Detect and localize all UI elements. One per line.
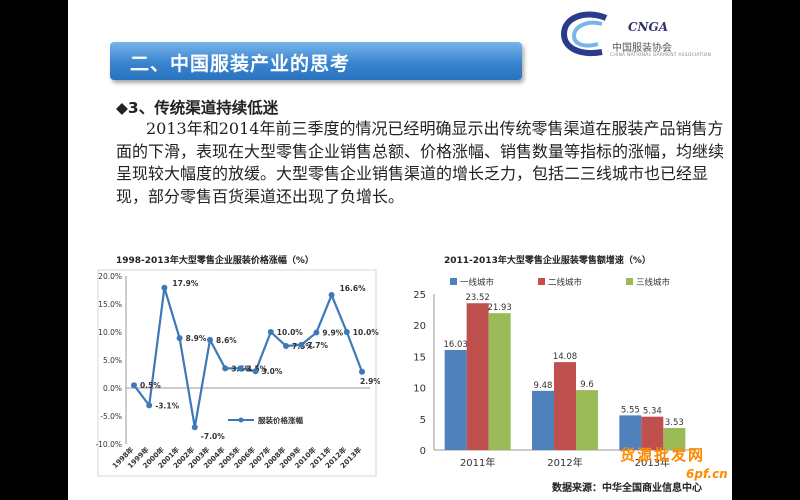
line-chart-y-tick: -5.0% — [100, 412, 122, 421]
bar-chart-legend-swatch — [626, 278, 633, 285]
bar-chart-title: 2011-2013年大型零售企业服装零售额增速（%） — [444, 256, 651, 266]
line-chart-point — [161, 284, 168, 291]
bar-chart-x-tick: 2011年 — [460, 456, 495, 469]
line-chart-data-label: 7.7% — [307, 341, 328, 350]
line-chart-y-tick: -10.0% — [95, 440, 122, 449]
bar-chart-data-label: 5.34 — [643, 407, 662, 417]
logo-name-cn: 中国服装协会 — [612, 43, 672, 54]
line-chart-y-tick: 20.0% — [98, 272, 122, 281]
bar-chart-data-label: 23.52 — [465, 293, 489, 303]
cnga-logo-swoosh-icon — [560, 11, 608, 56]
section-heading: ◆3、传统渠道持续低迷 — [116, 99, 279, 117]
bar-chart-data-label: 14.08 — [553, 352, 577, 362]
data-source: 数据来源：中华全国商业信息中心 — [552, 483, 702, 494]
line-chart-point — [359, 368, 365, 375]
line-chart-point — [313, 329, 320, 336]
line-chart-y-tick: 10.0% — [98, 328, 122, 337]
slide-title: 二、中国服装产业的思考 — [130, 53, 351, 75]
bar-chart-y-tick: 10 — [413, 384, 426, 395]
bar-chart-y-tick: 0 — [420, 446, 426, 457]
body-paragraph: 2013年和2014年前三季度的情况已经明确显示出传统零售渠道在服装产品销售方面… — [116, 119, 725, 206]
watermark-url: 6pf.cn — [686, 467, 728, 481]
line-chart-point — [222, 365, 229, 372]
bar-chart-y-tick: 5 — [420, 415, 426, 426]
line-chart-y-tick: 5.0% — [103, 356, 122, 365]
bar-chart-bar — [488, 313, 511, 450]
bar-chart-bar — [554, 362, 576, 450]
bar-chart-bar — [576, 390, 598, 450]
line-chart-frame — [97, 269, 377, 477]
bar-chart-bar — [466, 303, 489, 450]
bar-chart-legend-swatch — [450, 278, 457, 285]
bar-chart-bar — [619, 415, 642, 450]
line-chart-point — [237, 365, 244, 372]
line-chart-data-label: 8.9% — [186, 334, 207, 343]
slide: 二、中国服装产业的思考 CNGA 中国服装协会 CHINA NATIONAL G… — [68, 0, 732, 500]
line-chart-data-label: -3.1% — [155, 401, 179, 410]
bar-chart-bar — [663, 427, 686, 450]
bar-chart-legend-label: 三线城市 — [636, 277, 671, 288]
logo-name-en: CHINA NATIONAL GARMENT ASSOCIATION — [610, 53, 712, 58]
bar-chart-data-label: 3.53 — [665, 418, 684, 428]
bar-chart-y-tick: 25 — [413, 290, 426, 301]
line-chart-point — [283, 343, 289, 349]
line-chart-series-line — [133, 287, 364, 428]
bar-chart-x-tick: 2012年 — [547, 456, 582, 469]
line-chart-data-label: 2.9% — [360, 377, 380, 386]
bar-chart-bar — [641, 416, 664, 450]
watermark: 货源批发网 — [620, 446, 706, 464]
line-chart-point — [343, 329, 350, 335]
bar-chart-data-label: 16.03 — [443, 340, 467, 350]
line-chart-legend-label: 服装价格涨幅 — [258, 415, 303, 425]
line-chart-point — [191, 424, 198, 431]
line-chart-data-label: 10.0% — [353, 328, 380, 337]
cnga-logo: CNGA 中国服装协会 CHINA NATIONAL GARMENT ASSOC… — [558, 8, 728, 68]
line-chart-point — [207, 336, 213, 343]
line-chart-data-label: 16.6% — [340, 284, 367, 293]
line-chart-point — [267, 329, 274, 335]
line-chart-point — [328, 292, 335, 299]
line-chart-y-tick: 0.0% — [103, 384, 122, 393]
bar-chart-y-tick: 20 — [413, 321, 426, 332]
bar-chart-y-tick: 15 — [413, 352, 426, 363]
line-chart-point — [298, 341, 305, 348]
line-chart-data-label: 9.9% — [322, 329, 343, 338]
line-chart-y-tick: 15.0% — [98, 300, 122, 309]
line-chart-data-label: 8.6% — [216, 336, 237, 345]
bar-chart-bar — [532, 390, 554, 450]
line-chart: 20.0%15.0%10.0%5.0%0.0%-5.0%-10.0%1998年1… — [95, 269, 380, 477]
bar-chart-legend-label: 二线城市 — [548, 277, 583, 288]
bar-chart-data-label: 9.6 — [580, 380, 594, 390]
line-chart-point — [252, 368, 259, 375]
bar-chart-legend-label: 一线城市 — [460, 277, 495, 288]
slide-title-bar: 二、中国服装产业的思考 — [110, 42, 522, 80]
bar-chart-data-label: 21.93 — [487, 303, 511, 313]
logo-mark: CNGA — [628, 20, 669, 34]
line-chart-title: 1998-2013年大型零售企业服装价格涨幅（%） — [116, 256, 314, 266]
line-chart-data-label: 3.0% — [262, 367, 283, 376]
line-chart-point — [146, 402, 153, 409]
line-chart-data-label: -7.0% — [201, 432, 225, 441]
bar-chart-data-label: 9.48 — [534, 381, 553, 391]
line-chart-data-label: 0.5% — [140, 381, 161, 390]
bar-chart-legend-swatch — [538, 278, 545, 285]
line-chart-point — [131, 382, 137, 389]
bar-chart-x-tick: 2013年 — [635, 456, 670, 469]
bar-chart-data-label: 5.55 — [621, 405, 640, 415]
line-chart-point — [176, 335, 183, 342]
line-chart-data-label: 10.0% — [277, 328, 304, 337]
line-chart-legend-marker — [238, 417, 244, 423]
line-chart-data-label: 17.9% — [172, 279, 199, 288]
bar-chart-bar — [444, 349, 467, 450]
